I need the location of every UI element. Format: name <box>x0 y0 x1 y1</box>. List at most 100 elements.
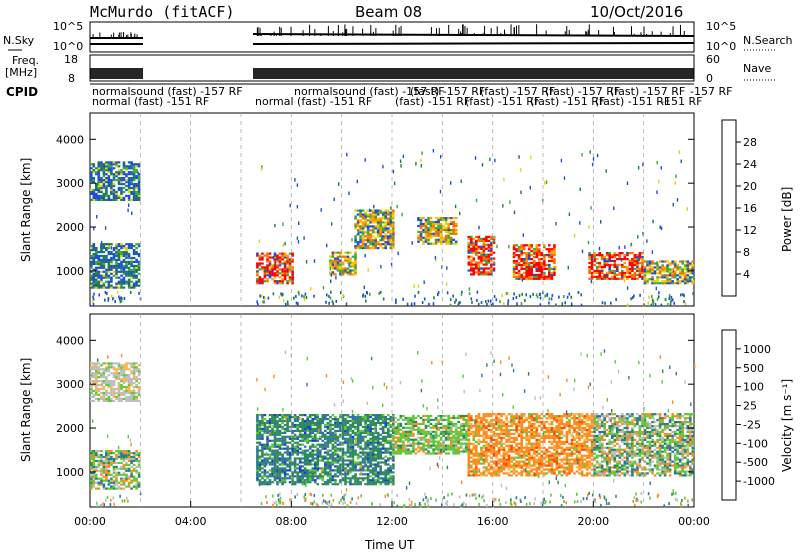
power-cell <box>673 260 677 263</box>
velocity-cell <box>344 425 347 429</box>
velocity-cell <box>298 459 302 462</box>
velocity-cell <box>308 479 312 482</box>
velocity-cell <box>379 467 382 470</box>
velocity-cell <box>437 440 440 443</box>
velocity-cell <box>449 444 453 447</box>
velocity-cell <box>258 423 262 427</box>
velocity-cell <box>261 416 264 419</box>
power-cell <box>112 270 116 273</box>
power-cell <box>492 263 496 266</box>
velocity-cell <box>329 475 332 478</box>
velocity-cell <box>324 463 327 466</box>
velocity-cell <box>409 452 413 455</box>
velocity-cell <box>381 445 385 448</box>
velocity-cell <box>374 447 377 450</box>
velocity-cell <box>316 421 320 425</box>
velocity-cell <box>339 425 342 429</box>
velocity-cell <box>407 440 410 443</box>
power-cell <box>92 243 96 246</box>
velocity-cell <box>424 440 428 443</box>
velocity-cell <box>301 483 304 486</box>
power-cell <box>117 179 121 182</box>
power-cell <box>417 240 420 243</box>
velocity-cell <box>311 473 315 476</box>
power-cell <box>356 221 360 224</box>
power-cell <box>102 163 106 166</box>
velocity-cell <box>266 471 269 474</box>
power-cell <box>110 184 113 188</box>
velocity-cell <box>125 485 128 488</box>
power-cell <box>540 254 544 257</box>
velocity-cell <box>288 416 292 419</box>
power-cell <box>110 165 113 168</box>
power-cell <box>593 269 596 272</box>
velocity-cell <box>399 440 403 443</box>
velocity-cell <box>404 450 408 453</box>
power-cell <box>90 173 93 176</box>
velocity-cell <box>316 453 320 456</box>
velocity-cell <box>404 418 408 421</box>
power-cell <box>137 264 141 267</box>
velocity-cell <box>361 469 365 472</box>
velocity-cell <box>359 463 362 466</box>
velocity-cell <box>112 481 116 484</box>
power-cell <box>525 252 528 255</box>
power-cell <box>671 276 674 279</box>
power-cell <box>266 266 269 269</box>
velocity-cell <box>374 449 377 452</box>
power-cell <box>631 267 634 270</box>
power-cell <box>102 179 106 182</box>
power-cell <box>127 181 131 184</box>
power-cell <box>281 256 284 259</box>
power-cell <box>107 165 111 168</box>
velocity-cell <box>346 465 350 468</box>
velocity-cell <box>90 481 93 484</box>
velocity-cell <box>361 431 365 434</box>
velocity-cell <box>110 459 113 462</box>
velocity-cell <box>397 446 400 449</box>
power-cell <box>120 266 123 269</box>
power-cell <box>384 223 387 226</box>
velocity-cell <box>256 459 259 462</box>
velocity-cell <box>268 479 272 482</box>
velocity-cell <box>314 421 317 425</box>
power-cell <box>288 258 292 261</box>
velocity-cell <box>115 457 118 461</box>
velocity-cell <box>288 418 292 421</box>
velocity-cell <box>389 475 393 478</box>
velocity-cell <box>112 479 116 482</box>
power-cell <box>472 267 476 270</box>
velocity-cell <box>384 419 387 423</box>
power-cell <box>127 274 131 277</box>
power-cell <box>595 271 599 274</box>
cpid-label: CPID <box>6 85 38 99</box>
power-cell <box>102 270 106 273</box>
power-cell <box>593 258 596 261</box>
velocity-cell <box>266 421 269 425</box>
power-cell <box>120 183 123 186</box>
power-cell <box>132 270 136 273</box>
velocity-cell <box>112 362 116 365</box>
velocity-cell <box>392 414 395 418</box>
power-cell <box>346 273 350 276</box>
velocity-cell <box>387 418 390 421</box>
power-cell <box>125 252 128 256</box>
power-cell <box>520 267 523 270</box>
power-speckle <box>417 284 420 288</box>
velocity-cell <box>135 376 138 379</box>
velocity-cell <box>105 475 108 478</box>
power-cell <box>595 275 599 278</box>
velocity-cell <box>369 459 372 462</box>
power-cell <box>371 221 375 224</box>
power-cell <box>288 268 292 271</box>
power-cell <box>590 256 594 259</box>
power-speckle <box>503 177 505 182</box>
power-cell <box>90 264 93 267</box>
power-speckle <box>676 198 679 202</box>
velocity-cell <box>258 429 262 432</box>
velocity-cell <box>258 431 262 434</box>
power-cell <box>110 171 113 174</box>
power-cell <box>107 175 111 178</box>
power-cell <box>354 247 357 250</box>
power-cell <box>356 223 360 226</box>
